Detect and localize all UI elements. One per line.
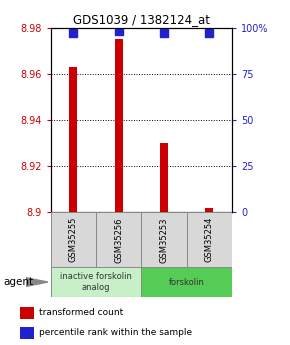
Bar xyxy=(160,143,168,212)
Title: GDS1039 / 1382124_at: GDS1039 / 1382124_at xyxy=(73,13,210,27)
Bar xyxy=(187,212,232,267)
Bar xyxy=(142,267,232,297)
Text: GSM35255: GSM35255 xyxy=(69,217,78,263)
Text: forskolin: forskolin xyxy=(169,277,205,287)
Text: GSM35256: GSM35256 xyxy=(114,217,123,263)
Polygon shape xyxy=(26,278,48,286)
Point xyxy=(116,29,121,34)
Bar xyxy=(20,307,34,319)
Point xyxy=(207,30,212,36)
Point xyxy=(71,30,76,36)
Text: percentile rank within the sample: percentile rank within the sample xyxy=(39,328,193,337)
Text: agent: agent xyxy=(3,277,33,287)
Bar xyxy=(142,212,187,267)
Text: inactive forskolin
analog: inactive forskolin analog xyxy=(60,272,132,292)
Bar xyxy=(51,267,142,297)
Bar xyxy=(205,208,213,212)
Bar xyxy=(69,67,77,212)
Text: transformed count: transformed count xyxy=(39,308,124,317)
Text: GSM35253: GSM35253 xyxy=(160,217,168,263)
Bar xyxy=(115,39,123,212)
Bar xyxy=(96,212,142,267)
Bar xyxy=(51,212,96,267)
Bar xyxy=(20,327,34,339)
Point xyxy=(162,30,166,36)
Text: GSM35254: GSM35254 xyxy=(205,217,214,263)
